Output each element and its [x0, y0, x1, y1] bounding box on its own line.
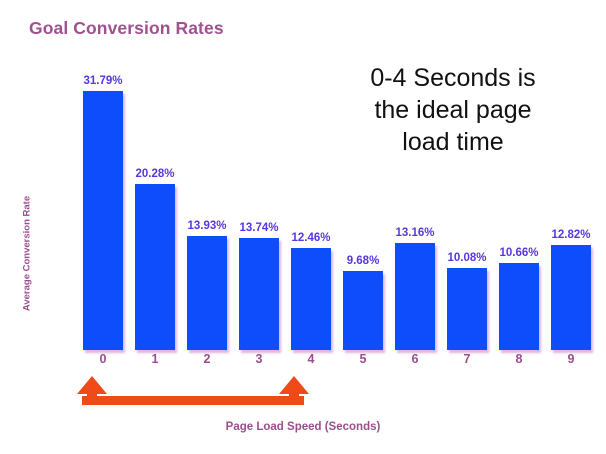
x-tick-label: 2	[203, 352, 211, 366]
bar	[187, 236, 227, 350]
bar-group: 13.93%	[184, 60, 230, 350]
bar	[395, 243, 435, 350]
bar-group: 9.68%	[340, 60, 386, 350]
chart-title: Goal Conversion Rates	[29, 18, 224, 38]
bar-value-label: 10.08%	[447, 252, 487, 264]
bar-group: 20.28%	[132, 60, 178, 350]
bar-value-label: 31.79%	[83, 75, 123, 87]
bar-value-label: 13.16%	[395, 227, 435, 239]
x-tick-label: 9	[567, 352, 575, 366]
bar	[135, 184, 175, 350]
x-tick-label: 8	[515, 352, 523, 366]
bar	[239, 238, 279, 350]
bar-value-label: 10.66%	[499, 247, 539, 259]
bar-value-label: 9.68%	[346, 255, 380, 267]
bar	[551, 245, 591, 350]
x-tick-label: 5	[359, 352, 367, 366]
ideal-range-callout: 0-4 Seconds is the ideal page load time	[318, 62, 588, 158]
bar-group: 12.82%	[548, 60, 594, 350]
bar	[343, 271, 383, 350]
x-tick-label: 7	[463, 352, 471, 366]
bar-group: 10.66%	[496, 60, 542, 350]
x-tick-label: 1	[151, 352, 159, 366]
range-arrow-icon	[77, 376, 309, 405]
bar-value-label: 12.82%	[551, 229, 591, 241]
bar-value-label: 20.28%	[135, 168, 175, 180]
callout-line-3: load time	[402, 128, 504, 156]
x-axis: 0 1 2 3 4 5 6 7 8 9	[60, 352, 590, 370]
bar-value-label: 13.74%	[239, 222, 279, 234]
bar-group: 12.46%	[288, 60, 334, 350]
y-axis-title: Average Conversion Rate	[21, 195, 33, 312]
x-tick-label: 6	[411, 352, 419, 366]
x-tick-label: 0	[99, 352, 107, 366]
bar-value-label: 13.93%	[187, 220, 227, 232]
bar	[83, 91, 123, 350]
bar	[291, 248, 331, 350]
bar-value-label: 12.46%	[291, 232, 331, 244]
x-tick-label: 3	[255, 352, 263, 366]
x-axis-title: Page Load Speed (Seconds)	[225, 421, 381, 433]
callout-line-1: 0-4 Seconds is	[370, 64, 536, 92]
bar-group: 10.08%	[444, 60, 490, 350]
bar	[499, 263, 539, 350]
x-tick-label: 4	[307, 352, 315, 366]
bar-group: 31.79%	[80, 60, 126, 350]
callout-line-2: the ideal page	[374, 96, 532, 124]
plot-area: 31.79% 20.28% 13.93% 13.74% 12.46% 9.68% 13.16…	[60, 60, 591, 350]
bar	[447, 268, 487, 350]
bar-group: 13.74%	[236, 60, 282, 350]
bar-group: 13.16%	[392, 60, 438, 350]
